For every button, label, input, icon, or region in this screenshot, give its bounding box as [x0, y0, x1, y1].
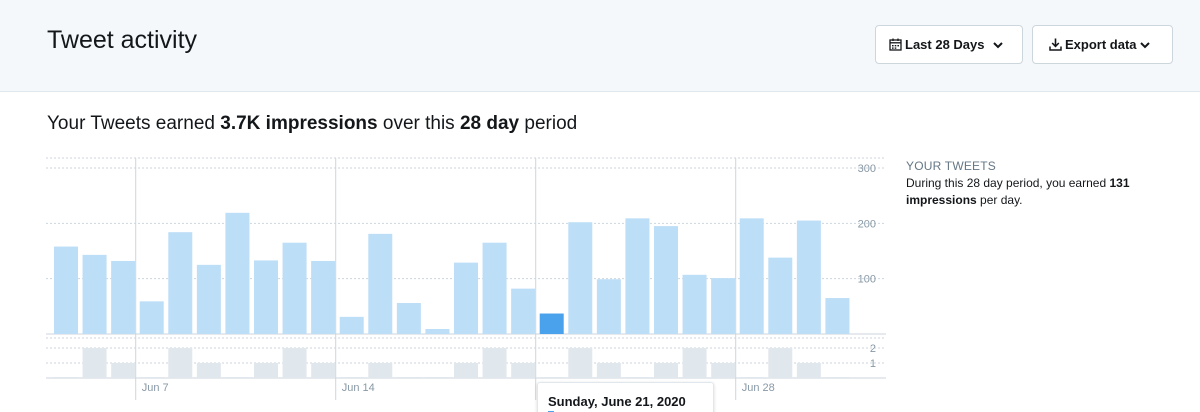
impressions-bar[interactable]: [82, 254, 107, 334]
your-tweets-text: During this 28 day period, you earned 13…: [906, 175, 1166, 209]
tweets-bar[interactable]: [682, 348, 707, 378]
tooltip-date: Sunday, June 21, 2020: [548, 394, 686, 409]
your-tweets-panel: YOUR TWEETS During this 28 day period, y…: [906, 158, 1166, 209]
y-tick-label: 2: [870, 343, 876, 355]
impressions-chart-svg: 100 200 300 1 2 Jun 7 Jun 14 Jun 28: [46, 157, 886, 400]
impressions-bar[interactable]: [796, 220, 821, 334]
impressions-bar[interactable]: [396, 303, 421, 334]
impressions-bar[interactable]: [425, 329, 450, 334]
y-tick-label: 200: [858, 218, 876, 230]
tweets-bar[interactable]: [511, 363, 536, 378]
export-data-dropdown[interactable]: Export data: [1032, 25, 1173, 64]
y-tick-label: 1: [870, 358, 876, 370]
impressions-bar[interactable]: [825, 298, 850, 334]
summary-prefix: Your Tweets earned: [47, 113, 221, 134]
download-icon: [1048, 38, 1062, 52]
impressions-bar[interactable]: [139, 301, 164, 334]
tweets-bar[interactable]: [596, 363, 621, 378]
page-title: Tweet activity: [47, 26, 198, 54]
impressions-summary: Your Tweets earned 3.7K impressions over…: [47, 113, 577, 135]
impressions-bar[interactable]: [568, 222, 593, 334]
impressions-bar[interactable]: [196, 264, 221, 334]
chevron-down-icon: [992, 40, 1003, 50]
your-tweets-text-suffix: per day.: [976, 193, 1023, 207]
impressions-bar[interactable]: [311, 260, 336, 334]
tweets-bar[interactable]: [311, 363, 336, 378]
tweets-bar[interactable]: [196, 363, 221, 378]
impressions-bar[interactable]: [339, 316, 364, 334]
summary-impressions: 3.7K impressions: [220, 113, 378, 134]
impressions-bar[interactable]: [625, 218, 650, 334]
impressions-bar[interactable]: [54, 246, 78, 334]
impressions-per-day: 131: [1109, 176, 1130, 190]
impressions-bar[interactable]: [596, 279, 621, 334]
tweets-bar[interactable]: [454, 363, 478, 378]
impressions-bar[interactable]: [454, 262, 478, 334]
y-tick-label: 100: [858, 274, 876, 286]
chevron-down-icon: [1139, 40, 1150, 50]
impressions-bar[interactable]: [254, 260, 278, 334]
date-range-dropdown[interactable]: Last 28 Days: [875, 25, 1023, 64]
impressions-bar[interactable]: [168, 232, 193, 334]
your-tweets-text-prefix: During this 28 day period, you earned: [906, 176, 1110, 190]
summary-suffix: period: [519, 113, 578, 134]
summary-middle: over this: [377, 113, 460, 134]
tweets-bar[interactable]: [254, 363, 278, 378]
impressions-bar[interactable]: [739, 218, 764, 334]
header-bar: Tweet activity Last 28 Days: [0, 0, 1200, 92]
tweets-bar[interactable]: [482, 348, 507, 378]
tweets-bar[interactable]: [111, 363, 136, 378]
impressions-chart: 100 200 300 1 2 Jun 7 Jun 14 Jun 28: [46, 152, 886, 412]
impressions-bar[interactable]: [768, 257, 793, 334]
impressions-bar[interactable]: [654, 226, 678, 334]
impressions-bar[interactable]: [711, 278, 736, 334]
impressions-bar[interactable]: [482, 242, 507, 334]
tweets-bar[interactable]: [82, 348, 107, 378]
impressions-bar[interactable]: [111, 260, 136, 334]
your-tweets-title: YOUR TWEETS: [906, 159, 996, 173]
impressions-bar[interactable]: [368, 233, 393, 334]
tweets-bar[interactable]: [768, 348, 793, 378]
impressions-bar[interactable]: [511, 288, 536, 334]
x-tick-label: Jun 14: [342, 382, 375, 394]
tweets-bar[interactable]: [168, 348, 193, 378]
x-tick-label: Jun 7: [142, 382, 169, 394]
x-tick-label: Jun 28: [742, 382, 775, 394]
tweets-bar[interactable]: [654, 363, 678, 378]
impressions-bar[interactable]: [682, 274, 707, 334]
tweets-bar[interactable]: [711, 363, 736, 378]
date-range-label: Last 28 Days: [905, 37, 985, 52]
bar-tooltip: Sunday, June 21, 2020: [537, 382, 714, 412]
your-tweets-text-bold: impressions: [906, 193, 977, 207]
impressions-bar[interactable]: [225, 212, 250, 334]
tweets-bar[interactable]: [796, 363, 821, 378]
impressions-bar[interactable]: [539, 313, 564, 334]
tweets-bar[interactable]: [568, 348, 593, 378]
y-tick-label: 300: [858, 163, 876, 175]
tweets-bar[interactable]: [368, 363, 393, 378]
calendar-icon: [888, 38, 902, 52]
export-data-label: Export data: [1065, 37, 1137, 52]
tweets-bar[interactable]: [282, 348, 307, 378]
summary-period: 28 day: [459, 113, 520, 134]
impressions-bar[interactable]: [282, 242, 307, 334]
